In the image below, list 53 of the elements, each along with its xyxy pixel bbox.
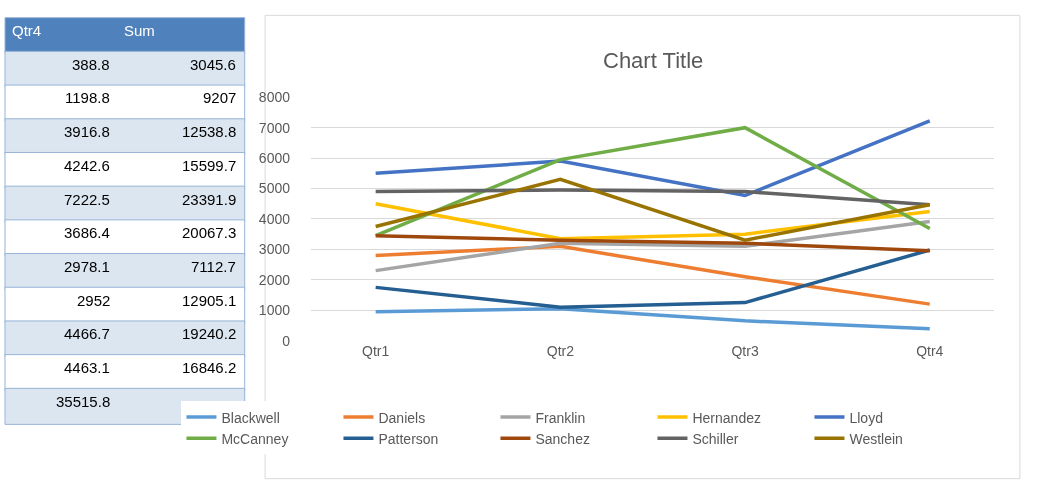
y-tick-label: 1000 (258, 302, 291, 319)
text: 3045.6 (190, 56, 236, 73)
text: 2978.1 (64, 258, 110, 275)
x-tick-label: Qtr2 (546, 342, 575, 359)
legend-label: Sanchez (535, 430, 590, 447)
line-series (373, 125, 932, 238)
y-tick-label: 7000 (258, 119, 291, 136)
text: 7112.7 (191, 258, 236, 275)
text: Sum (124, 22, 155, 39)
y-tick-label: 8000 (258, 89, 291, 106)
text: 388.8 (72, 56, 110, 73)
text: 3686.4 (64, 224, 110, 241)
legend-label: Lloyd (849, 409, 883, 426)
legend-label: Patterson (378, 430, 439, 447)
y-tick-label: 0 (282, 332, 291, 349)
text: 9207 (203, 89, 237, 106)
text: 15599.7 (182, 157, 237, 174)
line-series (373, 233, 932, 253)
text: 4463.1 (64, 359, 110, 376)
text: 23391.9 (182, 191, 237, 208)
text: 12905.1 (182, 292, 237, 309)
text: 1198.8 (65, 89, 110, 106)
text: 4242.6 (64, 157, 110, 174)
text: 2952 (77, 292, 111, 309)
legend-label: Franklin (535, 409, 586, 426)
y-tick-label: 6000 (258, 149, 291, 166)
legend-label: Daniels (378, 409, 426, 426)
line-series (373, 219, 932, 273)
x-tick-label: Qtr1 (362, 342, 390, 359)
text: 35515.8 (56, 393, 111, 410)
x-tick-label: Qtr3 (731, 342, 759, 359)
text: 20067.3 (182, 224, 237, 241)
legend-label: Hernandez (692, 409, 761, 426)
text: 19240.2 (182, 325, 237, 342)
text: 16846.2 (182, 359, 237, 376)
text: 7222.5 (64, 191, 110, 208)
chart-title: Chart Title (603, 48, 704, 73)
y-tick-label: 4000 (258, 210, 291, 227)
y-tick-label: 5000 (258, 180, 291, 197)
line-series (373, 177, 932, 242)
text: 4466.7 (64, 325, 110, 342)
legend-label: Westlein (849, 430, 903, 447)
text: Qtr4 (12, 22, 42, 39)
line-series (373, 119, 932, 198)
legend-label: Blackwell (221, 409, 280, 426)
legend-label: McCanney (221, 430, 289, 447)
y-tick-label: 2000 (258, 271, 291, 288)
x-tick-label: Qtr4 (916, 342, 944, 359)
y-tick-label: 3000 (258, 241, 291, 258)
legend-label: Schiller (692, 430, 739, 447)
text: 12538.8 (182, 123, 237, 140)
line-series (373, 306, 932, 331)
text: 3916.8 (64, 123, 110, 140)
